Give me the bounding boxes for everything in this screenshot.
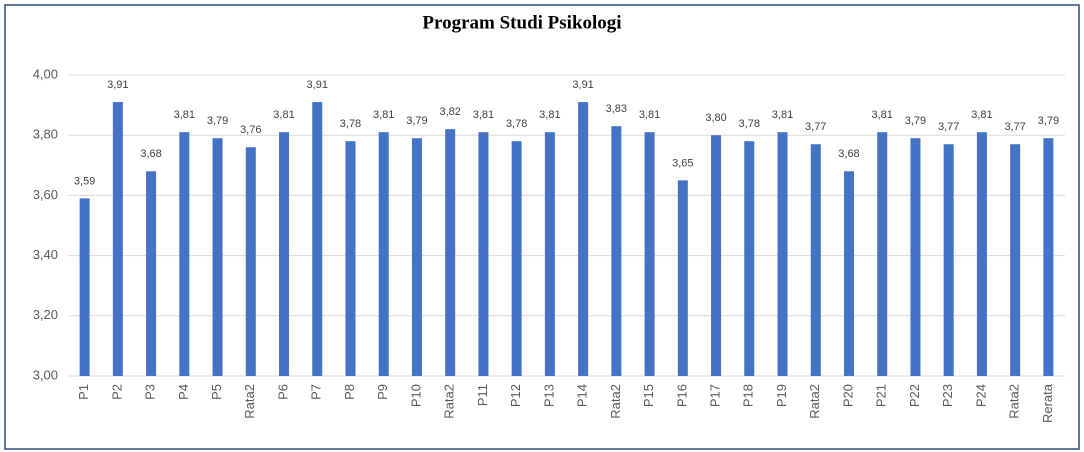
value-label: 3,79 (207, 115, 228, 127)
bar (544, 132, 555, 376)
x-tick-label: P19 (774, 384, 789, 407)
x-tick-label: P14 (575, 384, 590, 407)
x-tick-label: P21 (874, 384, 889, 407)
value-label: 3,78 (340, 118, 361, 130)
value-label: 3,79 (905, 115, 926, 127)
x-tick-label: P13 (541, 384, 556, 407)
x-tick-label: P23 (940, 384, 955, 407)
bar (877, 132, 888, 376)
bar (478, 132, 489, 376)
bar (212, 138, 223, 376)
x-tick-label: Rerata (1040, 383, 1055, 423)
bar (279, 132, 290, 376)
chart-title: Program Studi Psikologi (422, 12, 621, 33)
value-label: 3,65 (672, 157, 693, 169)
x-tick-label: P8 (342, 384, 357, 400)
bar (578, 102, 589, 376)
y-tick-label: 3,20 (33, 307, 58, 322)
x-tick-label: P2 (109, 384, 124, 400)
x-tick-label: Rata2 (807, 384, 822, 419)
value-label: 3,91 (572, 79, 593, 91)
value-label: 3,91 (307, 79, 328, 91)
x-tick-label: P7 (309, 384, 324, 400)
x-tick-label: P17 (707, 384, 722, 407)
bar (777, 132, 788, 376)
bar (843, 171, 854, 376)
bar (411, 138, 422, 376)
y-tick-label: 3,00 (33, 367, 58, 382)
value-label: 3,79 (1038, 115, 1059, 127)
bar (810, 144, 821, 376)
bar (677, 180, 688, 376)
x-tick-label: P11 (475, 384, 490, 406)
bar (976, 132, 987, 376)
x-tick-label: P5 (209, 384, 224, 400)
bar (112, 102, 123, 376)
value-label: 3,81 (273, 109, 294, 121)
x-tick-label: Rata2 (608, 384, 623, 419)
bar (611, 126, 622, 376)
bar (179, 132, 190, 376)
value-label: 3,83 (606, 103, 627, 115)
y-tick-label: 4,00 (33, 66, 58, 81)
value-label: 3,81 (639, 109, 660, 121)
x-tick-label: P12 (508, 384, 523, 407)
x-tick-label: P9 (375, 384, 390, 400)
bar (312, 102, 323, 376)
value-label: 3,82 (439, 106, 460, 118)
value-label: 3,77 (805, 121, 826, 133)
value-label: 3,78 (739, 118, 760, 130)
bar (744, 141, 755, 376)
x-tick-label: P16 (674, 384, 689, 407)
x-tick-label: Rata2 (1007, 384, 1022, 419)
value-label: 3,68 (838, 148, 859, 160)
bar (245, 147, 256, 376)
x-tick-label: P20 (840, 384, 855, 407)
value-label: 3,78 (506, 118, 527, 130)
x-tick-label: P3 (143, 384, 158, 400)
value-label: 3,81 (772, 109, 793, 121)
bar (1010, 144, 1021, 376)
value-label: 3,80 (705, 112, 726, 124)
value-label: 3,81 (539, 109, 560, 121)
x-tick-label: P4 (176, 384, 191, 400)
value-label: 3,76 (240, 124, 261, 136)
y-tick-label: 3,40 (33, 247, 58, 262)
x-tick-label: Rata2 (442, 384, 457, 419)
x-tick-label: P18 (741, 384, 756, 407)
value-label: 3,91 (107, 79, 128, 91)
bar (345, 141, 356, 376)
x-tick-label: P24 (973, 384, 988, 407)
x-tick-label: Rata2 (242, 384, 257, 419)
x-tick-label: P22 (907, 384, 922, 407)
bar (910, 138, 921, 376)
value-label: 3,81 (872, 109, 893, 121)
x-tick-label: P6 (275, 384, 290, 400)
y-tick-label: 3,60 (33, 187, 58, 202)
bar (711, 135, 722, 376)
bar (644, 132, 655, 376)
value-label: 3,81 (971, 109, 992, 121)
x-tick-label: P15 (641, 384, 656, 407)
value-label: 3,79 (406, 115, 427, 127)
x-tick-label: P10 (408, 384, 423, 407)
bar (146, 171, 157, 376)
value-label: 3,77 (938, 121, 959, 133)
value-label: 3,81 (373, 109, 394, 121)
x-tick-label: P1 (76, 384, 91, 400)
bar (511, 141, 522, 376)
bar (378, 132, 389, 376)
value-label: 3,59 (74, 175, 95, 187)
bar (445, 129, 456, 376)
value-label: 3,81 (473, 109, 494, 121)
bar (943, 144, 954, 376)
bar (1043, 138, 1054, 376)
value-label: 3,68 (140, 148, 161, 160)
value-label: 3,77 (1004, 121, 1025, 133)
y-tick-label: 3,80 (33, 127, 58, 142)
bar (79, 198, 90, 376)
value-label: 3,81 (174, 109, 195, 121)
